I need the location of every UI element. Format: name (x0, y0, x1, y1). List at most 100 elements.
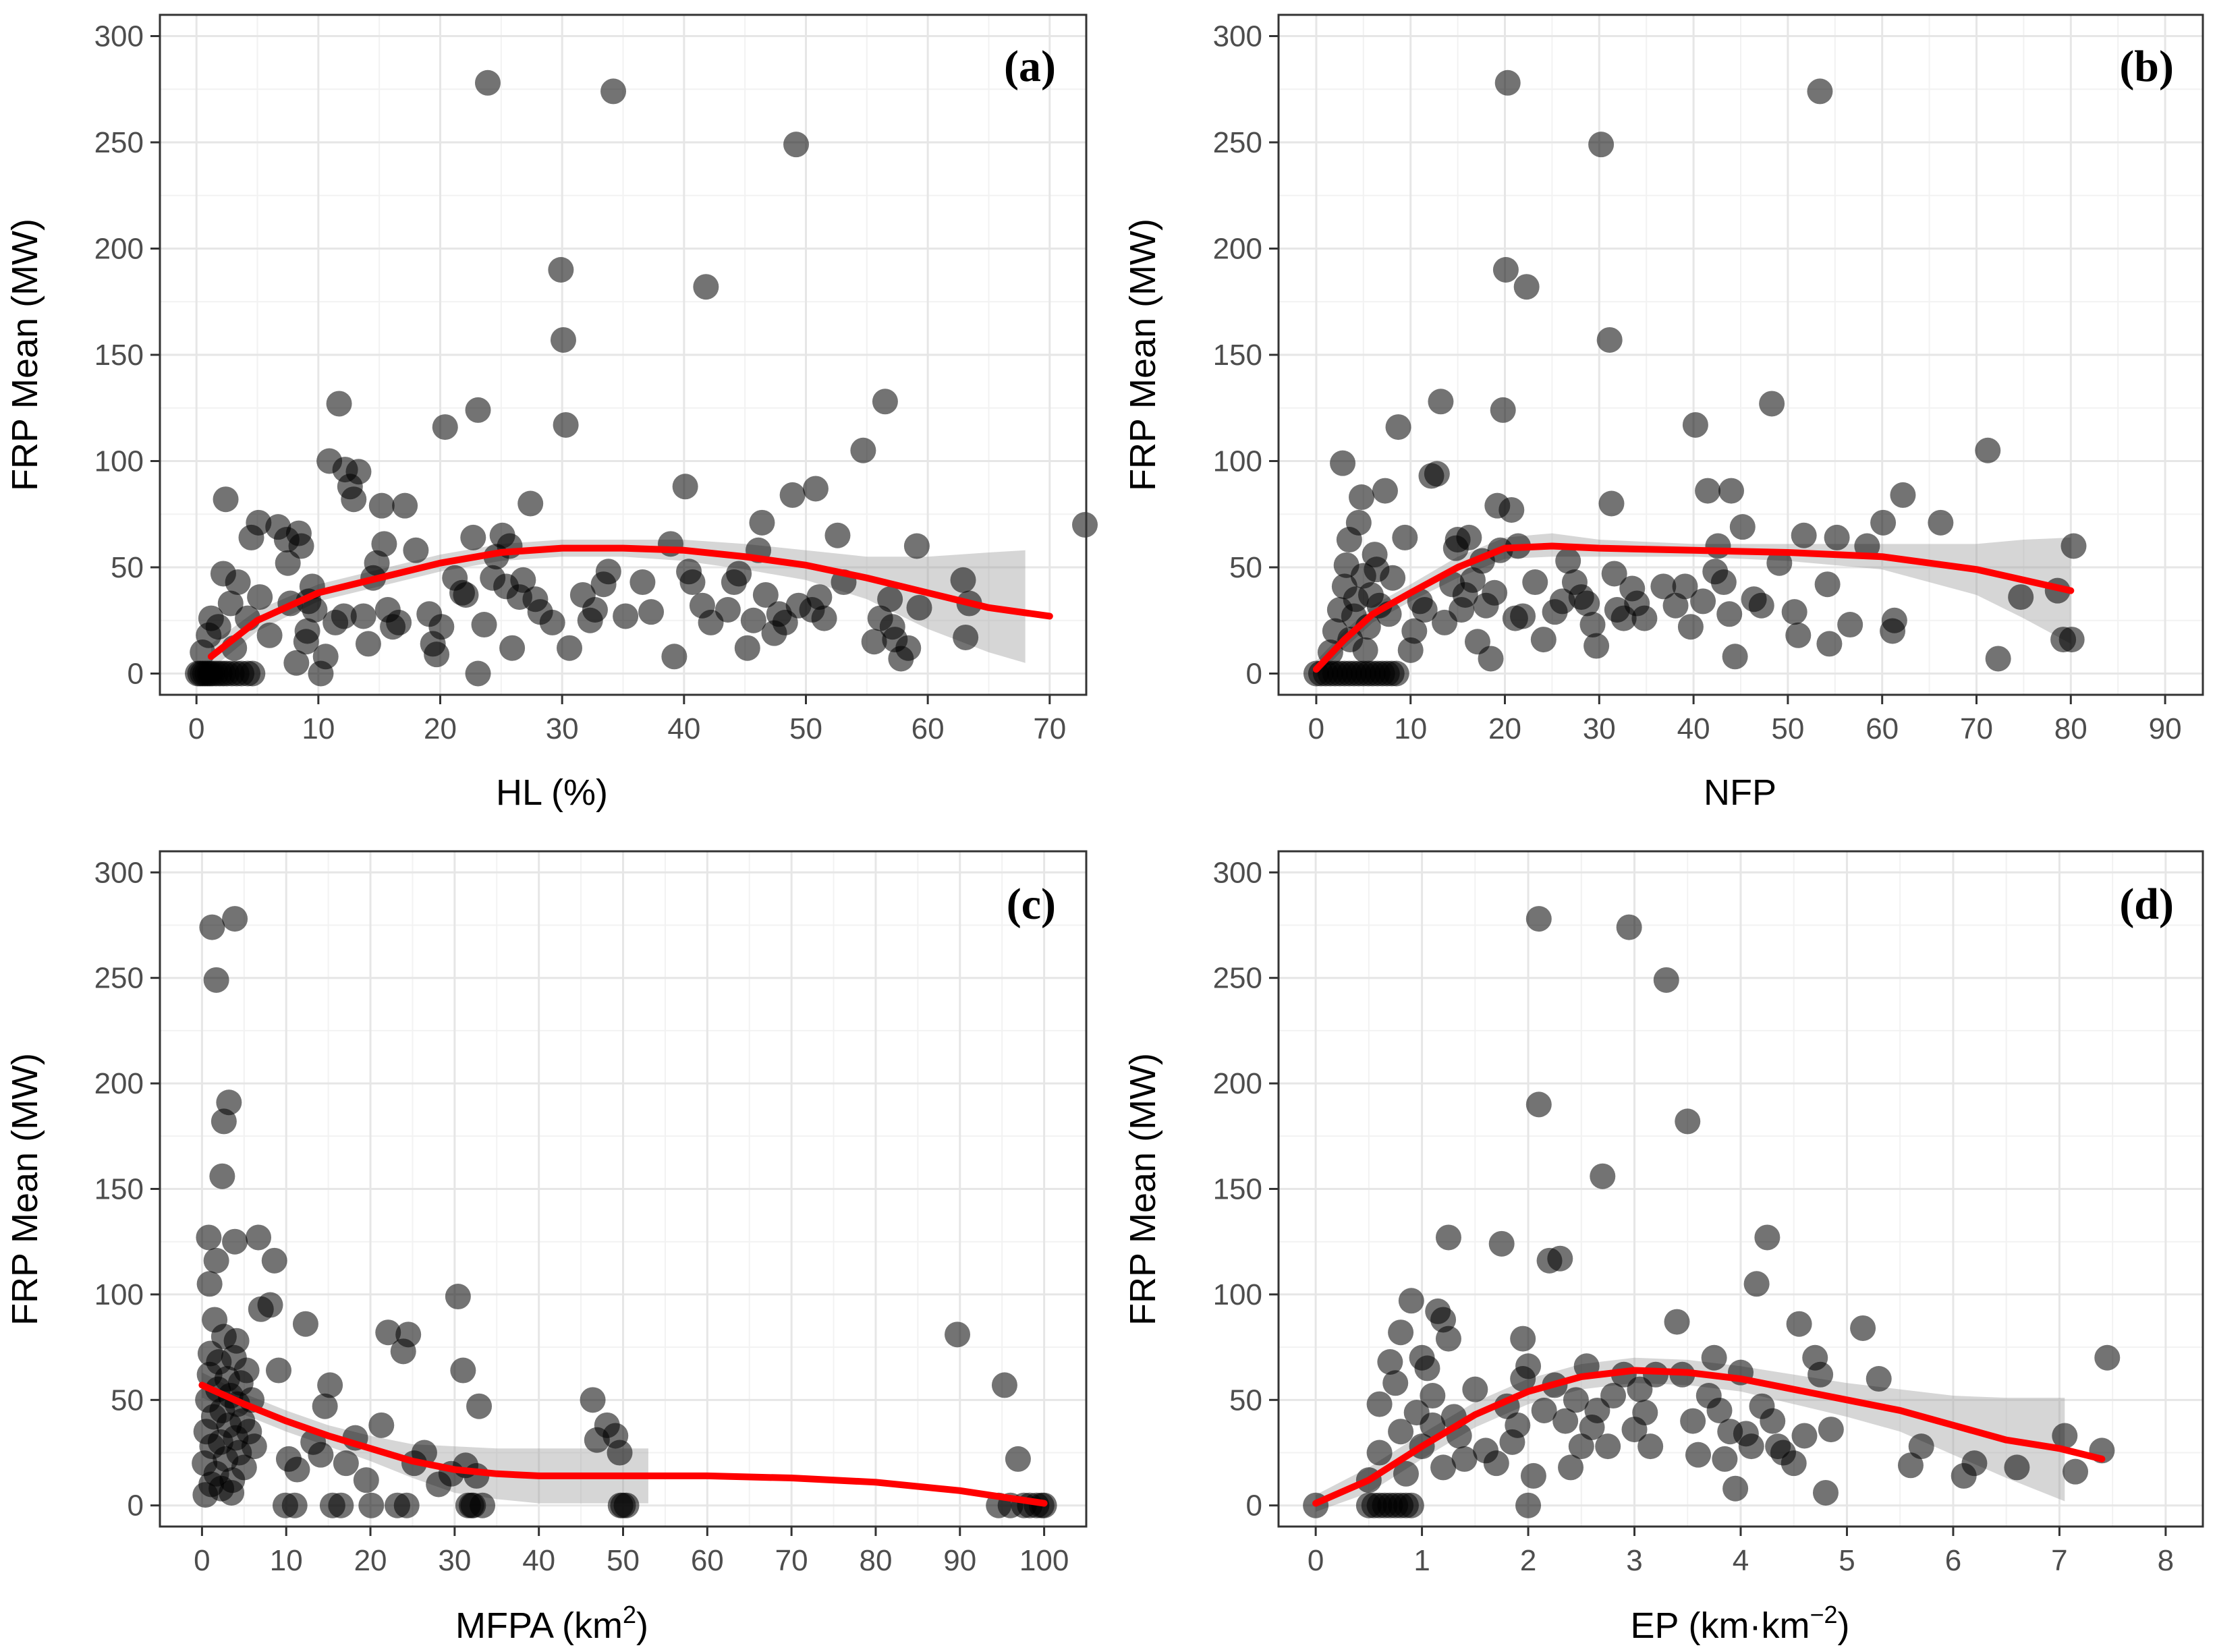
panel-tag-b: (b) (2119, 42, 2174, 91)
scatter-points (1303, 906, 2121, 1518)
data-point (403, 537, 429, 563)
data-point (471, 612, 497, 638)
x-axis-label-text: NFP (1704, 772, 1776, 813)
data-point (225, 569, 251, 596)
data-point (1515, 1353, 1542, 1379)
data-point (1722, 1475, 1749, 1502)
data-point (613, 1492, 640, 1518)
x-tick-label: 60 (1866, 712, 1899, 745)
panel-d: 0 1 2 3 4 5 6 7 8 0 50 100 150 200 250 300 (d) EP (km·km… (1123, 850, 2204, 1646)
x-axis-label-text: EP (km·km (1630, 1605, 1810, 1646)
data-point (1975, 437, 2001, 463)
data-point (1685, 1442, 1712, 1468)
data-point (317, 1372, 343, 1398)
data-point (779, 482, 806, 508)
plot-area-d: 0 1 2 3 4 5 6 7 8 0 50 100 150 200 250 300 (1213, 850, 2204, 1577)
y-tick-label: 250 (1213, 962, 1262, 995)
panel-tag-d: (d) (2119, 880, 2174, 929)
data-point (1760, 1408, 1786, 1434)
data-point (281, 1492, 308, 1518)
data-point (1596, 326, 1623, 353)
x-tick-label: 20 (424, 712, 457, 745)
data-point (557, 635, 583, 661)
data-point (1743, 1271, 1770, 1297)
data-point (991, 1372, 1017, 1398)
x-axis-label-b: NFP (1704, 772, 1776, 813)
data-point (1552, 1408, 1579, 1434)
data-point (1505, 1412, 1531, 1438)
y-tick-label: 150 (1213, 1173, 1262, 1206)
data-point (1781, 599, 1807, 625)
data-point (1690, 588, 1716, 615)
panel-c: 0 10 20 30 40 50 60 70 80 90 100 0 50 100 150 200 250 300… (5, 850, 1088, 1646)
panel-b: 0 10 20 30 40 50 60 70 80 90 0 50 100 150 200 250 300 (b)… (1123, 13, 2204, 813)
x-tick-label: 6 (1945, 1544, 1961, 1577)
data-point (1785, 622, 1812, 648)
data-point (895, 635, 922, 661)
y-axis-ticks: 0 50 100 150 200 250 300 (1213, 20, 1279, 691)
data-point (824, 522, 851, 548)
data-point (257, 1292, 283, 1318)
data-point (1631, 605, 1658, 631)
data-point (1525, 906, 1552, 932)
data-point (331, 603, 357, 629)
data-point (470, 1492, 496, 1518)
y-tick-label: 300 (1213, 20, 1262, 53)
data-point (629, 569, 656, 596)
data-point (1488, 1230, 1515, 1257)
x-axis-ticks: 0 10 20 30 40 50 60 70 80 90 (1308, 695, 2182, 745)
data-point (432, 414, 458, 440)
data-point (1420, 1383, 1446, 1409)
data-point (1483, 1450, 1509, 1477)
data-point (1985, 646, 2011, 672)
data-point (1424, 461, 1450, 487)
data-point (672, 474, 698, 500)
x-tick-label: 0 (188, 712, 204, 745)
data-point (2004, 1454, 2030, 1481)
data-point (1490, 397, 1516, 423)
data-point (1411, 597, 1438, 623)
x-tick-label: 0 (1308, 712, 1324, 745)
data-point (345, 459, 372, 485)
data-point (1672, 573, 1698, 600)
data-point (945, 1321, 971, 1348)
x-tick-label: 5 (1839, 1544, 1855, 1577)
x-tick-label: 4 (1733, 1544, 1749, 1577)
x-axis-label-text: HL (%) (496, 772, 608, 813)
data-point (261, 1247, 287, 1274)
data-point (1451, 1446, 1478, 1472)
data-point (1754, 1224, 1781, 1251)
data-point (1632, 1400, 1658, 1426)
data-point (395, 1321, 422, 1348)
plot-area-c: 0 10 20 30 40 50 60 70 80 90 100 0 50 100 150 200 250 300 (94, 850, 1088, 1577)
panel-a: 0 10 20 30 40 50 60 70 0 50 100 150 200 250 300 (a) HL … (5, 13, 1098, 813)
data-point (1814, 571, 1841, 598)
data-point (393, 1492, 420, 1518)
data-point (1583, 633, 1610, 659)
data-point (595, 559, 621, 585)
data-point (679, 569, 706, 596)
data-point (1492, 257, 1519, 283)
data-point (465, 660, 491, 687)
y-tick-label: 0 (1246, 1489, 1262, 1522)
data-point (1510, 603, 1536, 629)
data-point (1385, 414, 1411, 440)
x-tick-label: 50 (1771, 712, 1804, 745)
data-point (1680, 1408, 1706, 1434)
data-point (223, 1328, 250, 1354)
y-tick-label: 50 (1229, 551, 1262, 584)
data-point (950, 567, 976, 593)
x-tick-label: 70 (775, 1544, 808, 1577)
data-point (1706, 1397, 1733, 1423)
data-point (231, 1454, 257, 1481)
x-axis-label-superscript: −2 (1810, 1601, 1837, 1628)
data-point (783, 132, 810, 158)
data-point (1786, 1311, 1812, 1337)
data-point (661, 644, 688, 670)
x-axis-label-superscript: 2 (623, 1601, 636, 1628)
data-point (450, 1357, 476, 1384)
data-point (1677, 614, 1704, 640)
data-point (1456, 524, 1482, 550)
smooth-fit-line (1312, 1367, 2106, 1507)
data-point (1824, 524, 1850, 550)
